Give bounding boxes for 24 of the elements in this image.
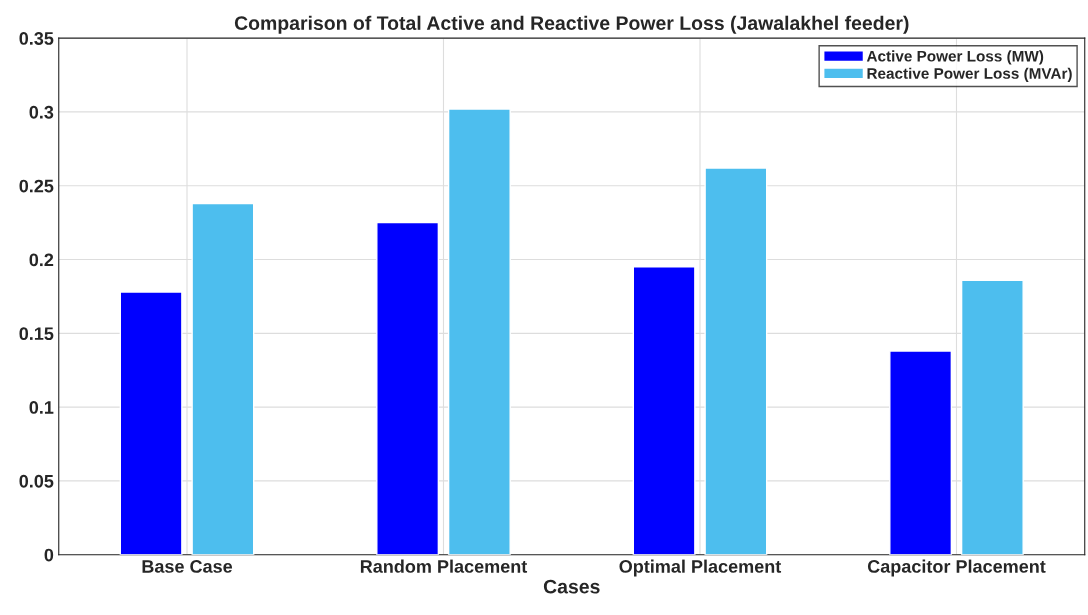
- x-tick-label: Base Case: [142, 560, 233, 573]
- y-tick-label: 0.05: [19, 474, 54, 488]
- bar: [632, 266, 696, 555]
- y-tick-label: 0.2: [29, 253, 54, 267]
- x-tick-label: Random Placement: [360, 559, 528, 573]
- y-tick-label: 0.35: [19, 32, 54, 45]
- legend-label: Reactive Power Loss (MVAr): [867, 67, 1072, 82]
- y-tick-label: 0.3: [29, 105, 54, 119]
- bar: [704, 167, 768, 555]
- bar: [960, 279, 1024, 555]
- y-tick-label: 0.1: [29, 401, 54, 414]
- x-axis-title: Cases: [543, 579, 600, 594]
- bar: [191, 202, 255, 555]
- x-tick-label: Optimal Placement: [619, 559, 782, 577]
- chart-title: Comparison of Total Active and Reactive Power Loss (Jawalakhel feeder): [234, 15, 909, 34]
- y-tick-label: 0.25: [19, 179, 54, 193]
- x-tick-label: Capacitor Placement: [867, 559, 1046, 577]
- legend-label: Active Power Loss (MW): [866, 50, 1044, 65]
- y-tick-label: 0: [44, 548, 54, 562]
- bar: [447, 108, 511, 555]
- bar: [889, 350, 953, 555]
- bar: [119, 291, 183, 555]
- bar: [376, 221, 440, 555]
- y-tick-label: 0.15: [19, 327, 54, 341]
